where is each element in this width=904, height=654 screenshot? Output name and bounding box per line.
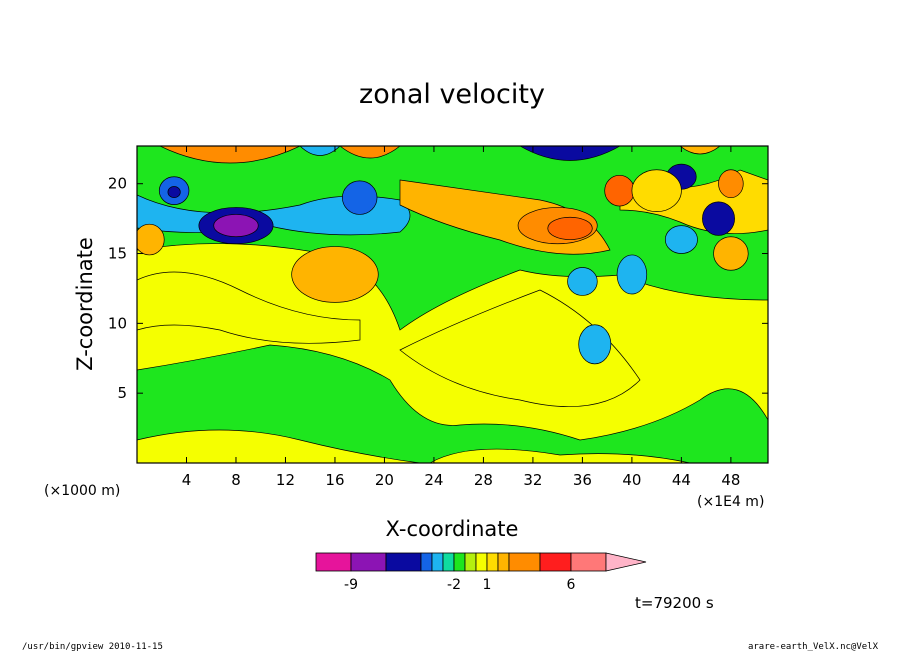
colorbar-tick-label: 1 bbox=[483, 577, 492, 593]
x-tick-label: 28 bbox=[474, 471, 493, 489]
colorbar-tick-label: -9 bbox=[344, 577, 358, 593]
colorbar-segment bbox=[431, 552, 444, 572]
field-blob-12 bbox=[664, 225, 698, 254]
x-tick-label: 40 bbox=[622, 471, 641, 489]
colorbar-arrow bbox=[605, 552, 647, 572]
field-subregion-1 bbox=[399, 289, 641, 408]
y-tick-label: 20 bbox=[108, 175, 127, 193]
field-blob-7 bbox=[291, 246, 379, 303]
time-label: t=79200 s bbox=[635, 594, 714, 612]
field-blob-16 bbox=[718, 169, 744, 199]
colorbar-tick-label: -2 bbox=[447, 577, 461, 593]
field-blob-18 bbox=[631, 169, 682, 212]
field-blob-13 bbox=[702, 201, 735, 236]
field-blob-10 bbox=[567, 267, 598, 296]
field-blob-3 bbox=[167, 186, 181, 199]
x-tick-label: 24 bbox=[424, 471, 443, 489]
colorbar bbox=[315, 552, 647, 572]
chart-title: zonal velocity bbox=[359, 79, 545, 110]
field-band-0 bbox=[159, 146, 301, 164]
field-blob-6 bbox=[547, 216, 593, 240]
field-blob-9 bbox=[616, 254, 648, 295]
x-tick-label: 4 bbox=[182, 471, 192, 489]
footer-left: /usr/bin/gpview 2010-11-15 bbox=[22, 642, 163, 652]
field-blob-15 bbox=[713, 236, 749, 271]
x-tick-label: 48 bbox=[721, 471, 740, 489]
colorbar-segment bbox=[350, 552, 387, 572]
colorbar-segment bbox=[486, 552, 499, 572]
x-tick-label: 36 bbox=[573, 471, 592, 489]
colorbar-segment bbox=[497, 552, 510, 572]
field-subregion-2 bbox=[137, 429, 421, 463]
x-axis-label: X-coordinate bbox=[386, 517, 519, 541]
colorbar-segment bbox=[570, 552, 607, 572]
y-tick-label: 5 bbox=[117, 384, 127, 402]
colorbar-segment bbox=[315, 552, 352, 572]
x-tick-label: 44 bbox=[672, 471, 691, 489]
plot-area bbox=[137, 146, 768, 463]
y-axis: 5 10 15 20 bbox=[108, 175, 768, 402]
x-tick-label: 16 bbox=[325, 471, 344, 489]
colorbar-segment bbox=[385, 552, 422, 572]
colorbar-segment bbox=[539, 552, 572, 572]
colorbar-segment bbox=[453, 552, 466, 572]
field-blob-8 bbox=[604, 174, 635, 207]
colorbar-segment bbox=[508, 552, 541, 572]
x-unit-right: (×1E4 m) bbox=[697, 494, 764, 510]
x-tick-label: 32 bbox=[523, 471, 542, 489]
colorbar-segment bbox=[420, 552, 433, 572]
colorbar-segment bbox=[475, 552, 488, 572]
field-blob-17 bbox=[137, 223, 165, 256]
x-unit-left: (×1000 m) bbox=[44, 483, 120, 499]
y-axis-label: Z-coordinate bbox=[73, 237, 97, 371]
colorbar-segment bbox=[464, 552, 477, 572]
y-tick-label: 15 bbox=[108, 245, 127, 263]
field-subregion-0 bbox=[137, 271, 361, 344]
colorbar-tick-label: 6 bbox=[567, 577, 576, 593]
x-tick-label: 8 bbox=[231, 471, 241, 489]
field-blob-11 bbox=[578, 324, 612, 365]
x-tick-label: 12 bbox=[276, 471, 295, 489]
footer-right: arare-earth_VelX.nc@VelX bbox=[747, 642, 878, 652]
field-blob-4 bbox=[342, 180, 378, 215]
field-region-1 bbox=[137, 344, 768, 463]
field-blob-1 bbox=[213, 214, 259, 238]
x-tick-label: 20 bbox=[375, 471, 394, 489]
colorbar-ticks: -9 -2 1 6 bbox=[344, 577, 576, 593]
plot-frame bbox=[136, 145, 769, 464]
colorbar-segment bbox=[442, 552, 455, 572]
x-axis: 4 8 12 16 20 24 28 32 36 40 44 48 bbox=[182, 146, 740, 489]
field-band-2 bbox=[519, 146, 621, 161]
y-tick-label: 10 bbox=[108, 314, 127, 332]
